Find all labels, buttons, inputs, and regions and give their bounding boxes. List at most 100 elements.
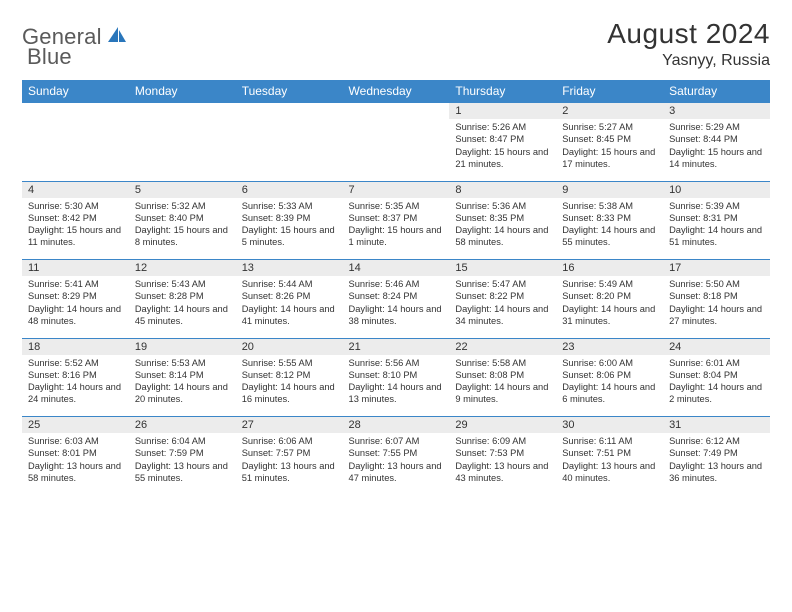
daylight-text: Daylight: 13 hours and 55 minutes. bbox=[135, 460, 230, 485]
day-cell bbox=[22, 119, 129, 181]
week-daynum-row: 25262728293031 bbox=[22, 417, 770, 434]
sunrise-text: Sunrise: 6:07 AM bbox=[349, 435, 444, 447]
day-number: 11 bbox=[22, 260, 129, 277]
sunrise-text: Sunrise: 5:35 AM bbox=[349, 200, 444, 212]
daylight-text: Daylight: 13 hours and 47 minutes. bbox=[349, 460, 444, 485]
day-cell: Sunrise: 6:04 AMSunset: 7:59 PMDaylight:… bbox=[129, 433, 236, 495]
day-cell: Sunrise: 6:03 AMSunset: 8:01 PMDaylight:… bbox=[22, 433, 129, 495]
daylight-text: Daylight: 15 hours and 17 minutes. bbox=[562, 146, 657, 171]
day-number: 24 bbox=[663, 338, 770, 355]
daylight-text: Daylight: 14 hours and 51 minutes. bbox=[669, 224, 764, 249]
sunrise-text: Sunrise: 5:58 AM bbox=[455, 357, 550, 369]
daylight-text: Daylight: 15 hours and 5 minutes. bbox=[242, 224, 337, 249]
day-number: 30 bbox=[556, 417, 663, 434]
sunset-text: Sunset: 8:44 PM bbox=[669, 133, 764, 145]
sunset-text: Sunset: 7:57 PM bbox=[242, 447, 337, 459]
sunset-text: Sunset: 8:24 PM bbox=[349, 290, 444, 302]
sunset-text: Sunset: 8:31 PM bbox=[669, 212, 764, 224]
sunrise-text: Sunrise: 5:29 AM bbox=[669, 121, 764, 133]
daylight-text: Daylight: 14 hours and 55 minutes. bbox=[562, 224, 657, 249]
day-cell: Sunrise: 5:33 AMSunset: 8:39 PMDaylight:… bbox=[236, 198, 343, 260]
day-header: Wednesday bbox=[343, 80, 450, 103]
sunset-text: Sunset: 8:04 PM bbox=[669, 369, 764, 381]
daylight-text: Daylight: 14 hours and 31 minutes. bbox=[562, 303, 657, 328]
sunrise-text: Sunrise: 5:33 AM bbox=[242, 200, 337, 212]
sunset-text: Sunset: 8:37 PM bbox=[349, 212, 444, 224]
day-cell: Sunrise: 5:43 AMSunset: 8:28 PMDaylight:… bbox=[129, 276, 236, 338]
sunset-text: Sunset: 8:35 PM bbox=[455, 212, 550, 224]
sunrise-text: Sunrise: 5:32 AM bbox=[135, 200, 230, 212]
day-cell: Sunrise: 6:07 AMSunset: 7:55 PMDaylight:… bbox=[343, 433, 450, 495]
day-number: 28 bbox=[343, 417, 450, 434]
sunrise-text: Sunrise: 5:44 AM bbox=[242, 278, 337, 290]
sunset-text: Sunset: 7:51 PM bbox=[562, 447, 657, 459]
day-number: 29 bbox=[449, 417, 556, 434]
day-cell: Sunrise: 5:30 AMSunset: 8:42 PMDaylight:… bbox=[22, 198, 129, 260]
daylight-text: Daylight: 14 hours and 27 minutes. bbox=[669, 303, 764, 328]
sunset-text: Sunset: 8:06 PM bbox=[562, 369, 657, 381]
day-cell: Sunrise: 5:52 AMSunset: 8:16 PMDaylight:… bbox=[22, 355, 129, 417]
day-number: 3 bbox=[663, 103, 770, 120]
daylight-text: Daylight: 14 hours and 24 minutes. bbox=[28, 381, 123, 406]
day-number: 14 bbox=[343, 260, 450, 277]
daylight-text: Daylight: 15 hours and 21 minutes. bbox=[455, 146, 550, 171]
calendar-head: Sunday Monday Tuesday Wednesday Thursday… bbox=[22, 80, 770, 103]
sunrise-text: Sunrise: 5:50 AM bbox=[669, 278, 764, 290]
week-daynum-row: 11121314151617 bbox=[22, 260, 770, 277]
sunrise-text: Sunrise: 5:56 AM bbox=[349, 357, 444, 369]
day-cell: Sunrise: 5:35 AMSunset: 8:37 PMDaylight:… bbox=[343, 198, 450, 260]
sunset-text: Sunset: 8:39 PM bbox=[242, 212, 337, 224]
sunrise-text: Sunrise: 5:26 AM bbox=[455, 121, 550, 133]
week-detail-row: Sunrise: 6:03 AMSunset: 8:01 PM Daylight:… bbox=[22, 433, 770, 495]
sunset-text: Sunset: 8:33 PM bbox=[562, 212, 657, 224]
page-header: General August 2024 Yasnyy, Russia bbox=[22, 18, 770, 70]
day-cell: Sunrise: 5:39 AMSunset: 8:31 PMDaylight:… bbox=[663, 198, 770, 260]
sunset-text: Sunset: 8:45 PM bbox=[562, 133, 657, 145]
daylight-text: Daylight: 14 hours and 34 minutes. bbox=[455, 303, 550, 328]
sunrise-text: Sunrise: 6:04 AM bbox=[135, 435, 230, 447]
day-number bbox=[343, 103, 450, 120]
day-cell: Sunrise: 6:12 AMSunset: 7:49 PMDaylight:… bbox=[663, 433, 770, 495]
day-header: Saturday bbox=[663, 80, 770, 103]
day-cell bbox=[343, 119, 450, 181]
sunrise-text: Sunrise: 5:55 AM bbox=[242, 357, 337, 369]
week-detail-row: Sunrise: 5:52 AMSunset: 8:16 PMDaylight:… bbox=[22, 355, 770, 417]
daylight-text: Daylight: 14 hours and 38 minutes. bbox=[349, 303, 444, 328]
sunset-text: Sunset: 8:10 PM bbox=[349, 369, 444, 381]
sunrise-text: Sunrise: 5:30 AM bbox=[28, 200, 123, 212]
day-cell: Sunrise: 5:53 AMSunset: 8:14 PMDaylight:… bbox=[129, 355, 236, 417]
sunset-text: Sunset: 8:47 PM bbox=[455, 133, 550, 145]
sunset-text: Sunset: 8:40 PM bbox=[135, 212, 230, 224]
day-number: 7 bbox=[343, 181, 450, 198]
day-number: 12 bbox=[129, 260, 236, 277]
day-header-row: Sunday Monday Tuesday Wednesday Thursday… bbox=[22, 80, 770, 103]
sunrise-text: Sunrise: 5:27 AM bbox=[562, 121, 657, 133]
sunset-text: Sunset: 8:14 PM bbox=[135, 369, 230, 381]
daylight-text: Daylight: 13 hours and 36 minutes. bbox=[669, 460, 764, 485]
sunrise-text: Sunrise: 6:03 AM bbox=[28, 435, 123, 447]
daylight-text: Daylight: 14 hours and 58 minutes. bbox=[455, 224, 550, 249]
sunrise-text: Sunrise: 6:12 AM bbox=[669, 435, 764, 447]
daylight-text: Daylight: 13 hours and 40 minutes. bbox=[562, 460, 657, 485]
sunrise-text: Sunrise: 5:53 AM bbox=[135, 357, 230, 369]
daylight-text: Daylight: 15 hours and 11 minutes. bbox=[28, 224, 123, 249]
sunrise-text: Sunrise: 5:49 AM bbox=[562, 278, 657, 290]
daylight-text: Daylight: 14 hours and 2 minutes. bbox=[669, 381, 764, 406]
sunset-text: Sunset: 8:42 PM bbox=[28, 212, 123, 224]
sunrise-text: Sunrise: 6:11 AM bbox=[562, 435, 657, 447]
sunrise-text: Sunrise: 5:36 AM bbox=[455, 200, 550, 212]
day-number: 19 bbox=[129, 338, 236, 355]
day-cell: Sunrise: 5:38 AMSunset: 8:33 PMDaylight:… bbox=[556, 198, 663, 260]
sunrise-text: Sunrise: 5:43 AM bbox=[135, 278, 230, 290]
daylight-text: Daylight: 14 hours and 20 minutes. bbox=[135, 381, 230, 406]
sail-icon bbox=[106, 25, 128, 50]
day-cell: Sunrise: 5:41 AMSunset: 8:29 PMDaylight:… bbox=[22, 276, 129, 338]
week-daynum-row: 45678910 bbox=[22, 181, 770, 198]
sunrise-text: Sunrise: 5:46 AM bbox=[349, 278, 444, 290]
daylight-text: Daylight: 13 hours and 43 minutes. bbox=[455, 460, 550, 485]
sunset-text: Sunset: 8:28 PM bbox=[135, 290, 230, 302]
daylight-text: Daylight: 14 hours and 6 minutes. bbox=[562, 381, 657, 406]
day-number: 15 bbox=[449, 260, 556, 277]
sunset-text: Sunset: 8:01 PM bbox=[28, 447, 123, 459]
day-cell: Sunrise: 5:50 AMSunset: 8:18 PMDaylight:… bbox=[663, 276, 770, 338]
